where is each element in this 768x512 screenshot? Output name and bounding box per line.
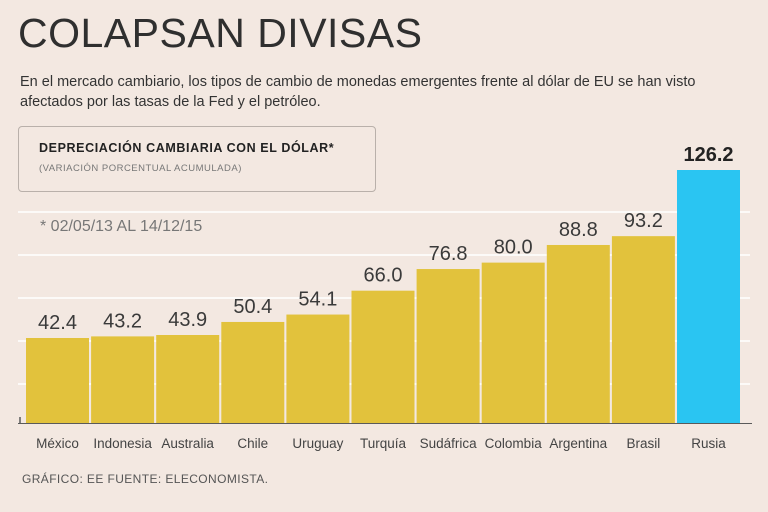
- bar-sudáfrica: [416, 269, 480, 423]
- category-label: Uruguay: [292, 436, 343, 451]
- x-axis: [18, 417, 752, 424]
- category-label: Argentina: [549, 436, 607, 451]
- category-label: Australia: [161, 436, 214, 451]
- category-label: Colombia: [485, 436, 543, 451]
- value-label: 80.0: [494, 237, 533, 259]
- category-label: Sudáfrica: [420, 436, 478, 451]
- value-label: 93.2: [624, 210, 663, 232]
- value-label: 42.4: [38, 312, 77, 334]
- value-label: 50.4: [233, 296, 272, 318]
- value-label: 43.9: [168, 309, 207, 331]
- category-label: México: [36, 436, 79, 451]
- category-label: Turquía: [360, 436, 407, 451]
- value-label: 66.0: [364, 265, 403, 287]
- bar-rusia: [677, 170, 740, 423]
- bar-indonesia: [91, 336, 155, 423]
- value-label: 54.1: [298, 289, 337, 311]
- category-label: Brasil: [627, 436, 661, 451]
- page-title: COLAPSAN DIVISAS: [18, 10, 423, 56]
- category-label: Rusia: [691, 436, 726, 451]
- legend-subtitle: (VARIACIÓN PORCENTUAL ACUMULADA): [39, 163, 242, 174]
- legend-box: DEPRECIACIÓN CAMBIARIA CON EL DÓLAR* (VA…: [18, 126, 376, 192]
- subtitle: En el mercado cambiario, los tipos de ca…: [20, 74, 696, 110]
- footer-credit: GRÁFICO: EE FUENTE: ELECONOMISTA.: [22, 472, 269, 486]
- bar-méxico: [26, 337, 89, 423]
- bar-australia: [156, 334, 220, 423]
- value-label: 126.2: [683, 144, 733, 166]
- category-label: Indonesia: [93, 436, 152, 451]
- bar-colombia: [481, 262, 545, 423]
- category-labels: México Indonesia Australia Chile Uruguay Turq…: [36, 436, 726, 451]
- value-label: 88.8: [559, 219, 598, 241]
- bars: [26, 170, 740, 423]
- legend-title: DEPRECIACIÓN CAMBIARIA CON EL DÓLAR*: [39, 141, 335, 155]
- bar-uruguay: [286, 314, 350, 423]
- period-note: * 02/05/13 AL 14/12/15: [40, 218, 203, 235]
- bar-turquía: [351, 290, 415, 423]
- bar-argentina: [546, 244, 610, 423]
- bar-chile: [221, 321, 285, 423]
- value-labels: 42.4 43.2 43.9 50.4 54.1 66.0 76.8 80.0 88.8 93.2…: [38, 144, 734, 334]
- bar-brasil: [611, 236, 675, 423]
- value-label: 76.8: [429, 243, 468, 265]
- category-label: Chile: [237, 436, 268, 451]
- value-label: 43.2: [103, 310, 142, 332]
